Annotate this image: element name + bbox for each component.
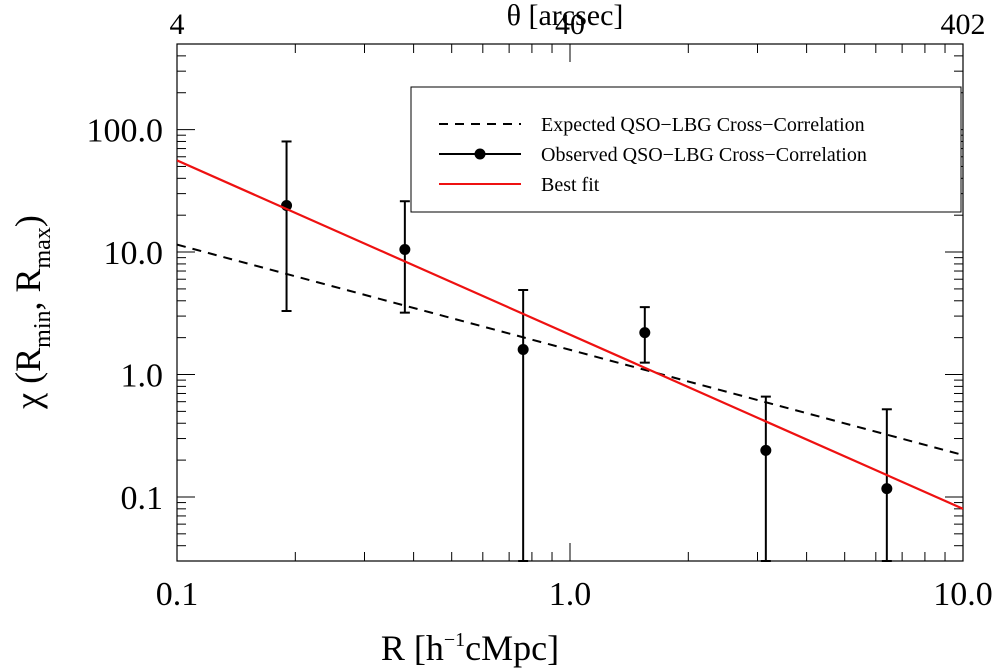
axes: 0.1 1.0 10.0 4 40 402 0.1 1.0 10.0 100.0 xyxy=(87,8,993,613)
legend-entry: Best fit xyxy=(439,174,600,196)
top-tick-label: 40 xyxy=(555,8,585,41)
x-tick-label: 10.0 xyxy=(933,576,993,613)
observed-point-group xyxy=(281,140,293,313)
observed-point-group xyxy=(399,200,411,314)
legend-label: Expected QSO−LBG Cross−Correlation xyxy=(541,114,865,136)
top-axis-title: θ [arcsec] xyxy=(507,0,624,32)
observed-point-group xyxy=(517,288,529,562)
y-tick-label: 10.0 xyxy=(104,235,164,272)
top-tick-label: 402 xyxy=(941,8,986,41)
legend-entry: Expected QSO−LBG Cross−Correlation xyxy=(439,114,865,136)
legend-entry: Observed QSO−LBG Cross−Correlation xyxy=(439,144,867,166)
observed-point xyxy=(881,483,893,495)
legend-label: Observed QSO−LBG Cross−Correlation xyxy=(541,144,867,166)
legend: Expected QSO−LBG Cross−Correlation Observ… xyxy=(410,86,962,213)
y-axis-title: χ (Rmin, Rmax) xyxy=(8,215,56,410)
legend-label: Best fit xyxy=(541,174,600,196)
observed-point xyxy=(517,344,529,356)
legend-box xyxy=(410,86,962,213)
observed-point-group xyxy=(760,395,772,562)
plot-area xyxy=(177,140,963,562)
observed-point xyxy=(760,444,772,456)
top-tick-label: 4 xyxy=(170,8,185,41)
y-tick-label: 0.1 xyxy=(121,480,164,517)
legend-marker xyxy=(474,148,486,160)
observed-point-group xyxy=(881,408,893,562)
x-axis-title: R [h−1cMpc] xyxy=(381,628,559,668)
observed-point xyxy=(399,243,411,255)
expected-line xyxy=(177,243,963,457)
observed-point-group xyxy=(639,306,651,364)
x-tick-label: 1.0 xyxy=(549,576,592,613)
x-tick-label: 0.1 xyxy=(156,576,199,613)
best-fit-line xyxy=(177,159,963,510)
y-tick-label: 100.0 xyxy=(87,113,164,150)
y-tick-label: 1.0 xyxy=(121,358,164,395)
observed-point xyxy=(639,327,651,339)
